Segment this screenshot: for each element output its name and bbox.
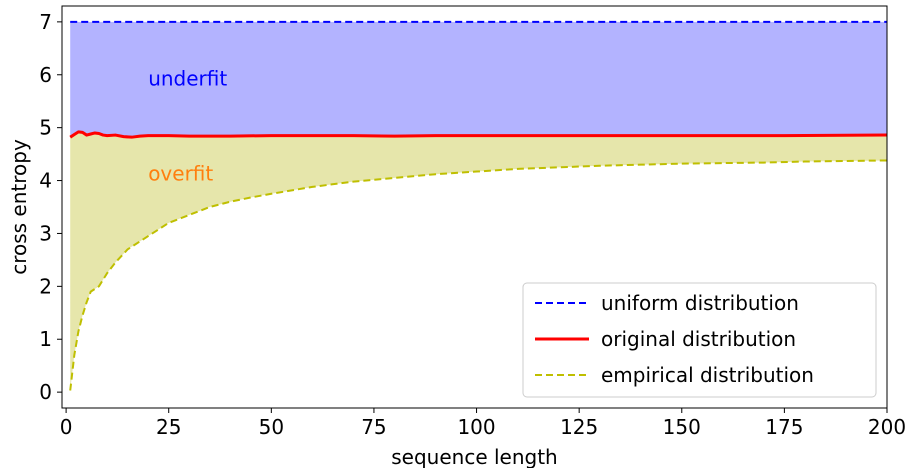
- x-tick-label: 150: [663, 415, 701, 439]
- legend-label: empirical distribution: [601, 363, 814, 387]
- series-lines: [69, 20, 888, 391]
- fill-regions: [70, 21, 887, 391]
- plot-frame: [61, 5, 888, 409]
- legend-items: uniform distribution original distributio…: [535, 291, 814, 387]
- legend-label: uniform distribution: [601, 291, 799, 315]
- fill-region-1: [70, 131, 887, 391]
- legend-box: [522, 282, 877, 398]
- y-tick-label: 0: [39, 380, 52, 404]
- y-tick-label: 2: [39, 274, 52, 298]
- x-tick-label: 175: [765, 415, 803, 439]
- legend-label: original distribution: [601, 327, 796, 351]
- series-line-empirical: [69, 159, 888, 391]
- y-tick-label: 1: [39, 327, 52, 351]
- annotations: underfit overfit: [148, 66, 227, 185]
- y-tick-label: 6: [39, 63, 52, 87]
- y-axis-label: cross entropy: [7, 139, 31, 275]
- y-axis: 0 1 2 3 4 5 6 7: [39, 10, 62, 404]
- x-axis: 0 25 50 75 100 125 150 175 200: [60, 408, 906, 439]
- y-tick-label: 7: [39, 10, 52, 34]
- fill-region-0: [70, 21, 887, 138]
- x-tick-label: 25: [156, 415, 181, 439]
- y-tick-label: 5: [39, 116, 52, 140]
- x-tick-label: 100: [457, 415, 495, 439]
- x-tick-label: 200: [868, 415, 906, 439]
- x-tick-label: 75: [361, 415, 386, 439]
- legend: uniform distribution original distributio…: [522, 282, 877, 398]
- y-tick-label: 4: [39, 169, 52, 193]
- x-tick-label: 125: [560, 415, 598, 439]
- annotation-underfit: underfit: [148, 66, 227, 90]
- y-tick-label: 3: [39, 221, 52, 245]
- x-tick-label: 50: [259, 415, 284, 439]
- x-axis-label: sequence length: [391, 445, 557, 468]
- series-line-original: [69, 130, 888, 139]
- x-tick-label: 0: [60, 415, 73, 439]
- annotation-overfit: overfit: [148, 162, 213, 186]
